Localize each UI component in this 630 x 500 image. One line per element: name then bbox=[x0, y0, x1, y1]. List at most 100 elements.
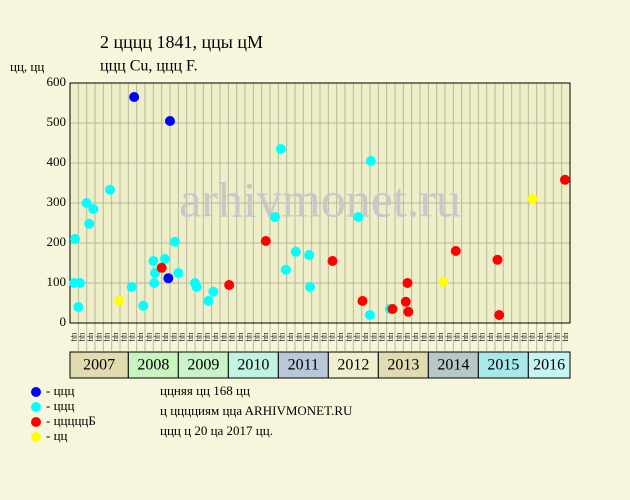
year-label: 2016 bbox=[533, 357, 565, 374]
point bbox=[305, 282, 315, 292]
point bbox=[163, 273, 174, 284]
year-label: 2014 bbox=[437, 357, 469, 374]
point bbox=[260, 236, 271, 246]
year-band bbox=[177, 351, 229, 379]
x-tick-label: цц bbox=[312, 333, 321, 342]
x-tick-label: цц bbox=[354, 333, 363, 342]
point bbox=[327, 256, 338, 266]
x-tick-label: цц bbox=[445, 333, 454, 342]
legend-label: - цццццБ bbox=[46, 413, 96, 428]
year-band bbox=[127, 351, 179, 379]
x-tick-label: цц bbox=[87, 333, 96, 342]
point bbox=[84, 218, 95, 229]
point bbox=[357, 296, 368, 306]
x-tick-label: цц bbox=[562, 333, 571, 342]
point bbox=[290, 246, 301, 257]
year-label: 2010 bbox=[237, 357, 269, 374]
y-tick-label: 600 bbox=[47, 74, 67, 89]
x-tick-label: цц bbox=[220, 333, 229, 342]
x-tick-label: цц bbox=[370, 333, 379, 342]
legend-marker bbox=[31, 402, 41, 412]
x-tick-label: цц bbox=[262, 333, 271, 342]
point bbox=[170, 236, 180, 247]
point bbox=[156, 262, 167, 273]
year-label: 2007 bbox=[83, 357, 115, 374]
x-tick-label: цц bbox=[120, 333, 129, 342]
year-label: 2011 bbox=[288, 357, 319, 374]
point bbox=[73, 302, 84, 312]
legend-label: - ццц bbox=[46, 398, 74, 413]
point bbox=[129, 92, 140, 102]
point bbox=[105, 184, 115, 195]
y-tick-label: 500 bbox=[47, 114, 67, 129]
year-band bbox=[327, 351, 379, 379]
point bbox=[353, 212, 364, 222]
y-axis-label: цц, цц bbox=[10, 59, 44, 74]
point bbox=[149, 278, 160, 288]
legend-marker bbox=[31, 417, 41, 427]
x-tick-label: цц bbox=[387, 333, 396, 342]
x-tick-label: цц bbox=[254, 333, 263, 342]
legend-label: - цц bbox=[46, 428, 68, 443]
point bbox=[81, 198, 92, 208]
y-tick-label: 200 bbox=[47, 234, 67, 249]
x-tick-label: цц bbox=[487, 333, 496, 342]
chart-title: 2 цццц 1841, ццы цM bbox=[100, 32, 263, 52]
point bbox=[275, 144, 286, 154]
year-label: 2009 bbox=[187, 357, 219, 374]
y-tick-label: 100 bbox=[47, 274, 67, 289]
x-tick-label: цц bbox=[187, 333, 196, 342]
x-tick-label: цц bbox=[304, 333, 313, 342]
x-tick-label: цц bbox=[412, 333, 421, 342]
x-tick-label: цц bbox=[179, 333, 188, 342]
x-tick-label: цц bbox=[462, 333, 471, 342]
x-tick-label: цц bbox=[154, 333, 163, 342]
point bbox=[126, 282, 137, 292]
x-tick-label: цц bbox=[112, 333, 121, 342]
watermark: arhivmonet.ru bbox=[179, 171, 461, 227]
note: ц цццциям ццa ARHIVMONET.RU bbox=[160, 403, 353, 418]
x-tick-label: цц bbox=[279, 333, 288, 342]
x-tick-label: цц bbox=[345, 333, 354, 342]
year-band bbox=[377, 351, 429, 379]
y-tick-label: 0 bbox=[60, 314, 67, 329]
x-tick-label: цц bbox=[237, 333, 246, 342]
x-tick-label: цц bbox=[145, 333, 154, 342]
note: ццц ц 20 цa 2017 цц. bbox=[160, 423, 273, 438]
point bbox=[438, 276, 449, 287]
point bbox=[70, 234, 80, 244]
x-tick-label: цц bbox=[545, 333, 554, 342]
point bbox=[88, 204, 99, 214]
point bbox=[173, 268, 184, 278]
x-tick-label: цц bbox=[320, 333, 329, 342]
x-tick-label: цц bbox=[529, 333, 538, 342]
point bbox=[203, 296, 214, 306]
chart-subtitle: ццц Cu, ццц F. bbox=[100, 58, 198, 75]
point bbox=[138, 300, 149, 311]
point bbox=[69, 278, 80, 288]
legend-marker bbox=[31, 387, 41, 397]
point bbox=[402, 278, 413, 288]
y-tick-label: 400 bbox=[47, 154, 67, 169]
x-tick-label: цц bbox=[337, 333, 346, 342]
x-tick-label: цц bbox=[437, 333, 446, 342]
point bbox=[365, 156, 376, 166]
point bbox=[208, 286, 219, 297]
point bbox=[165, 116, 175, 126]
x-tick-label: цц bbox=[204, 333, 213, 342]
point bbox=[527, 194, 538, 204]
point bbox=[492, 254, 503, 265]
point bbox=[560, 174, 570, 185]
x-tick-label: цц bbox=[70, 333, 79, 342]
x-tick-label: цц bbox=[95, 333, 104, 342]
x-tick-label: цц bbox=[329, 333, 338, 342]
x-tick-label: цц bbox=[420, 333, 429, 342]
x-tick-label: цц bbox=[479, 333, 488, 342]
x-tick-label: цц bbox=[137, 333, 146, 342]
x-tick-label: цц bbox=[170, 333, 179, 342]
year-label: 2015 bbox=[487, 357, 519, 374]
x-tick-label: цц bbox=[512, 333, 521, 342]
point bbox=[224, 280, 235, 290]
x-tick-label: цц bbox=[270, 333, 279, 342]
